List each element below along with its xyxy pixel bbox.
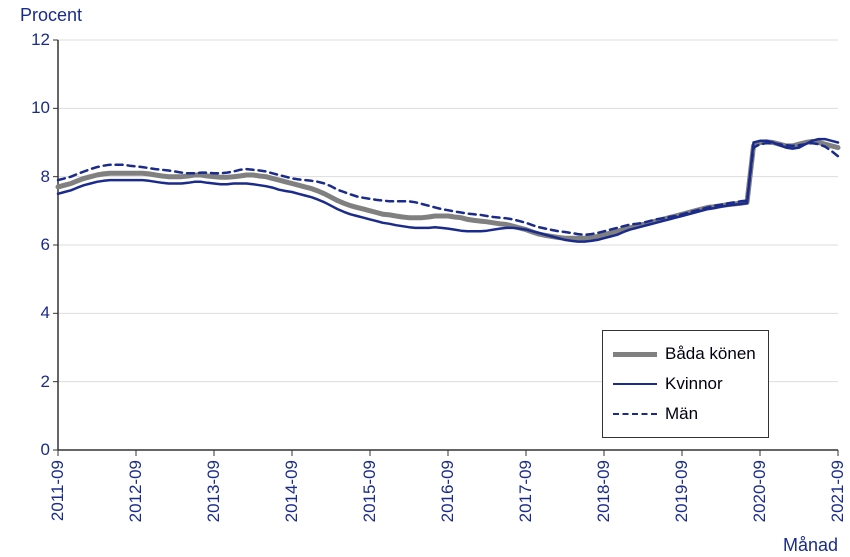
legend-swatch [613,352,657,357]
y-tick-label: 0 [10,440,50,460]
legend-item: Båda könen [613,339,756,369]
series-line [58,139,838,242]
x-tick-label: 2011-09 [48,460,68,521]
x-tick-label: 2014-09 [282,460,302,522]
y-tick-label: 8 [10,167,50,187]
legend-swatch [613,383,657,385]
legend-item: Män [613,399,756,429]
x-tick-label: 2020-09 [750,460,770,522]
x-tick-label: 2018-09 [594,460,614,522]
series-line [58,142,838,239]
y-tick-label: 6 [10,235,50,255]
legend-label: Kvinnor [665,374,723,394]
y-tick-label: 4 [10,303,50,323]
y-tick-label: 12 [10,30,50,50]
legend-item: Kvinnor [613,369,756,399]
x-tick-label: 2013-09 [204,460,224,522]
x-tick-label: 2019-09 [672,460,692,522]
legend-swatch [613,413,657,415]
chart-container: Procent 024681012 2011-092012-092013-092… [0,0,850,557]
legend-label: Män [665,404,698,424]
x-axis-title: Månad [783,535,838,556]
x-tick-label: 2016-09 [438,460,458,522]
y-tick-label: 10 [10,98,50,118]
x-tick-label: 2015-09 [360,460,380,522]
series-line [58,143,838,235]
y-tick-label: 2 [10,372,50,392]
x-tick-label: 2021-09 [828,460,848,522]
x-tick-label: 2017-09 [516,460,536,522]
legend-label: Båda könen [665,344,756,364]
x-tick-label: 2012-09 [126,460,146,522]
legend: Båda könen Kvinnor Män [602,330,769,438]
